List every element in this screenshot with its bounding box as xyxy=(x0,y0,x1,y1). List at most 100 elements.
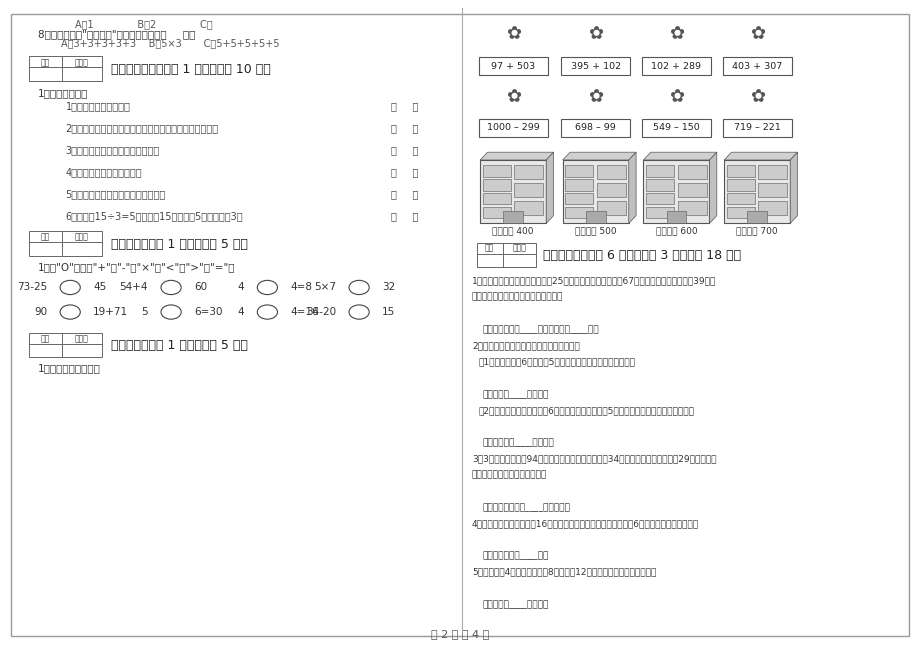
Polygon shape xyxy=(789,152,797,224)
Bar xyxy=(28,57,102,81)
Text: 1000 – 299: 1000 – 299 xyxy=(486,123,539,132)
Text: 5、树上的水果掉在地上，是平移现象: 5、树上的水果掉在地上，是平移现象 xyxy=(65,189,165,200)
Text: ✿: ✿ xyxy=(749,25,764,43)
Bar xyxy=(596,165,625,179)
Text: （     ）: （ ） xyxy=(391,211,418,221)
Text: 评卷人: 评卷人 xyxy=(74,233,88,242)
Bar xyxy=(561,57,630,75)
Text: A、3+3+3+3+3    B、5×3       C、5+5+5+5+5: A、3+3+3+3+3 B、5×3 C、5+5+5+5+5 xyxy=(61,38,279,49)
Bar xyxy=(596,201,625,214)
Text: 4=8: 4=8 xyxy=(290,283,312,292)
Bar xyxy=(503,211,523,224)
Text: ✿: ✿ xyxy=(505,25,520,43)
Bar xyxy=(482,207,510,218)
Bar xyxy=(482,165,510,177)
Bar xyxy=(642,160,709,224)
Text: 4、火箭升空，是旋转现象。: 4、火箭升空，是旋转现象。 xyxy=(65,167,142,177)
Text: 1、我知道对错。: 1、我知道对错。 xyxy=(38,88,88,98)
Text: 32: 32 xyxy=(381,283,395,292)
Bar xyxy=(677,201,706,214)
Text: 答：一共有____棵果树。: 答：一共有____棵果树。 xyxy=(482,600,549,609)
Text: 评卷人: 评卷人 xyxy=(74,334,88,343)
Bar xyxy=(677,165,706,179)
Text: 4、小明的妈妈买回来一根16米长的绳子，截去一些做跳绳，还剩6米，做跳绳用去多少米？: 4、小明的妈妈买回来一根16米长的绳子，截去一些做跳绳，还剩6米，做跳绳用去多少… xyxy=(471,519,698,528)
Text: 5: 5 xyxy=(142,307,148,317)
Text: 19+71: 19+71 xyxy=(93,307,128,317)
Bar xyxy=(645,207,674,218)
Text: 6、算式：15÷3=5，表示把15平均分成5份，每份是3。: 6、算式：15÷3=5，表示把15平均分成5份，每份是3。 xyxy=(65,211,243,221)
Text: 得分: 得分 xyxy=(40,334,50,343)
Text: A、1              B、2              C、: A、1 B、2 C、 xyxy=(74,19,212,29)
Bar xyxy=(476,243,536,267)
Bar xyxy=(726,165,754,177)
Bar xyxy=(645,193,674,205)
Bar xyxy=(561,118,630,136)
Text: 2、比较下面两道题，选择合适的方法解答。: 2、比较下面两道题，选择合适的方法解答。 xyxy=(471,341,579,350)
Bar xyxy=(666,211,686,224)
Text: 1、圆有无数条对称轴。: 1、圆有无数条对称轴。 xyxy=(65,101,130,111)
Polygon shape xyxy=(562,152,635,160)
Bar xyxy=(565,179,593,190)
Text: 得分: 得分 xyxy=(40,58,50,67)
Bar xyxy=(722,118,790,136)
Text: 得分: 得分 xyxy=(484,243,494,252)
Text: 4=16: 4=16 xyxy=(290,307,319,317)
Text: 六、比一比（共 1 大题，共计 5 分）: 六、比一比（共 1 大题，共计 5 分） xyxy=(111,238,248,251)
Text: 5×7: 5×7 xyxy=(313,283,335,292)
Bar xyxy=(514,201,543,214)
Polygon shape xyxy=(480,152,553,160)
Text: 答：第二组收集了____个易拉罐。: 答：第二组收集了____个易拉罐。 xyxy=(482,503,570,512)
Text: ✿: ✿ xyxy=(587,25,603,43)
Bar xyxy=(757,201,787,214)
Text: 那第三组收集了多少个易拉罐？: 那第三组收集了多少个易拉罐？ xyxy=(471,471,547,480)
Bar xyxy=(514,183,543,197)
Bar xyxy=(726,193,754,205)
Text: （1）一张饭桌配6把椅子，5张这样的饭桌需要配多少把椅子？: （1）一张饭桌配6把椅子，5张这样的饭桌需要配多少把椅子？ xyxy=(478,358,635,367)
Text: 答：三年级订了____份，四年级订____份。: 答：三年级订了____份，四年级订____份。 xyxy=(482,325,599,334)
Polygon shape xyxy=(642,152,716,160)
Text: 答：需要配____把椅子。: 答：需要配____把椅子。 xyxy=(482,390,549,398)
Text: 得数接近 600: 得数接近 600 xyxy=(655,227,697,236)
Text: 评卷人: 评卷人 xyxy=(512,243,526,252)
Bar xyxy=(746,211,766,224)
Text: 七、连一连（共 1 大题，共计 5 分）: 七、连一连（共 1 大题，共计 5 分） xyxy=(111,339,248,352)
Bar xyxy=(565,207,593,218)
Text: ✿: ✿ xyxy=(505,88,520,106)
Text: 4: 4 xyxy=(238,307,244,317)
Text: 8、下面不能用"三五十五"来计算的算式是（     ）。: 8、下面不能用"三五十五"来计算的算式是（ ）。 xyxy=(38,29,195,39)
Text: 54+4: 54+4 xyxy=(119,283,148,292)
Text: 97 + 503: 97 + 503 xyxy=(491,62,535,71)
Text: ✿: ✿ xyxy=(587,88,603,106)
Text: 15: 15 xyxy=(381,307,395,317)
Bar xyxy=(757,165,787,179)
Text: 得数大约 500: 得数大约 500 xyxy=(574,227,616,236)
Bar xyxy=(722,57,790,75)
Text: 34-20: 34-20 xyxy=(306,307,335,317)
Text: ✿: ✿ xyxy=(749,88,764,106)
Text: 得数大约 700: 得数大约 700 xyxy=(735,227,777,236)
Text: 549 – 150: 549 – 150 xyxy=(652,123,699,132)
Text: （     ）: （ ） xyxy=(391,189,418,200)
Bar xyxy=(645,179,674,190)
Bar xyxy=(482,179,510,190)
Text: 五、判断对与错（共 1 大题，共计 10 分）: 五、判断对与错（共 1 大题，共计 10 分） xyxy=(111,63,271,76)
Text: 八、解决问题（共 6 小题，每题 3 分，共计 18 分）: 八、解决问题（共 6 小题，每题 3 分，共计 18 分） xyxy=(543,248,741,261)
Bar xyxy=(757,183,787,197)
Text: 1、实验小学二年级订《数学报》25份，三年级比二年级多订67份，四年级比三年级少订39份，: 1、实验小学二年级订《数学报》25份，三年级比二年级多订67份，四年级比三年级少… xyxy=(471,276,716,285)
Text: 第 2 页 共 4 页: 第 2 页 共 4 页 xyxy=(430,629,489,640)
Bar xyxy=(562,160,628,224)
Text: 45: 45 xyxy=(93,283,107,292)
Bar xyxy=(478,118,547,136)
Text: 4: 4 xyxy=(238,283,244,292)
Text: 2、张叔叔在笔直的公路上开车方向盘的运动是旋转现象。: 2、张叔叔在笔直的公路上开车方向盘的运动是旋转现象。 xyxy=(65,124,219,133)
Text: 719 – 221: 719 – 221 xyxy=(733,123,779,132)
Text: 1、在"O"里填上"+"、"-"、"×"、"<"、">"、"="。: 1、在"O"里填上"+"、"-"、"×"、"<"、">"、"="。 xyxy=(38,262,235,272)
Bar xyxy=(641,118,710,136)
Text: 得分: 得分 xyxy=(40,233,50,242)
Text: 答：做跳绳用去____米。: 答：做跳绳用去____米。 xyxy=(482,552,549,560)
Polygon shape xyxy=(709,152,716,224)
Polygon shape xyxy=(628,152,635,224)
Bar xyxy=(565,165,593,177)
Bar xyxy=(726,179,754,190)
Bar xyxy=(723,160,789,224)
